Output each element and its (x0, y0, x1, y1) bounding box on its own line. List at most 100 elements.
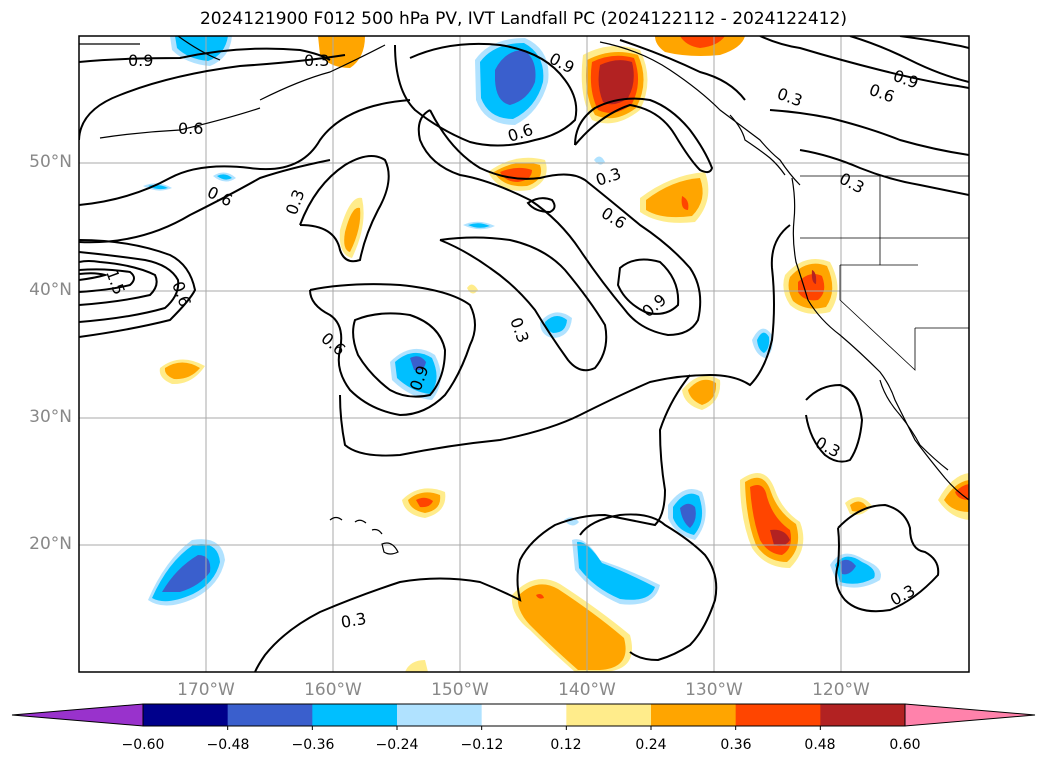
contour-label: 0.9 (128, 51, 153, 70)
negative-anomaly (162, 555, 211, 592)
pv-contour (417, 109, 702, 337)
negative-anomaly (495, 50, 536, 105)
colorbar-segment (312, 704, 398, 726)
positive-anomaly (811, 270, 817, 284)
lat-label-30n: 30°N (29, 407, 72, 427)
bc-coast (729, 114, 786, 176)
lat-label-40n: 40°N (29, 280, 72, 300)
pv-contour (79, 99, 411, 206)
negative-anomaly (468, 223, 490, 228)
pv-contour (619, 36, 969, 101)
contour-label: 0.3 (775, 84, 805, 111)
negative-anomaly (840, 559, 856, 575)
colorbar-tick: −0.24 (375, 737, 419, 753)
pv-contour (79, 272, 109, 281)
positive-anomaly (344, 207, 361, 252)
positive-anomaly (598, 60, 634, 105)
pv-contour (769, 109, 969, 156)
positive-anomaly (164, 362, 200, 380)
colorbar-segment (735, 704, 821, 726)
map-title: 2024121900 F012 500 hPa PV, IVT Landfall… (199, 9, 847, 29)
colorbar-segment (481, 704, 567, 726)
colorbar-tick: −0.48 (206, 737, 250, 753)
negative-anomaly (217, 174, 232, 180)
colorbar-segment (143, 704, 229, 726)
lon-label-140w: 140°W (558, 680, 616, 700)
lon-label-120w: 120°W (812, 680, 870, 700)
negative-anomaly (175, 36, 228, 61)
colorbar-tick: 0.24 (635, 737, 667, 753)
colorbar-segment (651, 704, 737, 726)
map-frame (78, 35, 970, 673)
pv-contour (79, 239, 197, 338)
negative-anomaly (545, 315, 567, 333)
lat-label-20n: 20°N (29, 534, 72, 554)
contour-label: 0.6 (598, 203, 630, 233)
pv-contour (899, 36, 969, 49)
colorbar-tick: −0.12 (460, 737, 504, 753)
pv-contours (79, 36, 969, 672)
pv-contour (439, 236, 608, 372)
positive-anomaly (770, 529, 790, 546)
graticule (79, 36, 969, 672)
colorbar (11, 703, 1036, 730)
lat-label-50n: 50°N (29, 152, 72, 172)
colorbar-segment (820, 704, 906, 726)
positive-anomaly (688, 379, 717, 405)
political-borders (800, 175, 969, 371)
negative-anomaly (395, 352, 437, 394)
contour-label: 0.3 (812, 433, 843, 462)
colorbar-extend-max (904, 703, 1036, 727)
colorbar-segment (566, 704, 652, 726)
pv-contour (574, 97, 714, 174)
positive-anomaly (955, 484, 969, 500)
pv-contour (339, 224, 791, 457)
contour-label: 0.6 (178, 119, 203, 138)
pv-contour (79, 260, 158, 306)
pv-contour (79, 268, 135, 293)
alaska-coast (79, 36, 386, 139)
pv-contour (299, 155, 390, 263)
pv-contour (79, 47, 331, 63)
pv-contour (79, 159, 331, 244)
contour-label: 0.9 (546, 49, 577, 78)
lon-label-130w: 130°W (685, 680, 743, 700)
colorbar-tick: 0.48 (804, 737, 836, 753)
pv-contour (805, 383, 864, 463)
positive-anomaly (536, 594, 544, 599)
pv-contour (849, 36, 969, 83)
pv-contour (309, 283, 476, 417)
pv-contour (79, 251, 180, 323)
pv-contour (616, 258, 680, 315)
colorbar-tick: 0.12 (550, 737, 582, 753)
contour-label: 0.3 (506, 315, 533, 345)
contour-label: 0.3 (593, 164, 623, 190)
pv-contour (254, 374, 691, 672)
contour-label: 0.3 (339, 609, 367, 632)
shading-layer (143, 36, 969, 672)
contour-label: 0.6 (317, 329, 349, 360)
negative-anomaly (577, 541, 655, 600)
pv-contour (352, 312, 447, 398)
negative-anomaly (410, 356, 426, 371)
pv-contour (835, 503, 940, 613)
colorbar-frame (142, 703, 906, 727)
contour-label: 0.3 (304, 51, 329, 70)
contour-label: 0.9 (638, 290, 670, 321)
positive-anomaly (517, 584, 626, 670)
positive-anomaly (681, 196, 689, 210)
contour-label: 0.6 (168, 279, 195, 309)
lon-label-170w: 170°W (177, 680, 235, 700)
lon-label-150w: 150°W (431, 680, 489, 700)
contour-label: 0.3 (887, 581, 918, 610)
colorbar-segment (397, 704, 483, 726)
colorbar-tick: 0.60 (889, 737, 921, 753)
pv-contour (394, 42, 578, 147)
colorbar-segment (227, 704, 313, 726)
lon-label-160w: 160°W (304, 680, 362, 700)
colorbar-tick: −0.60 (121, 737, 165, 753)
positive-anomaly (416, 497, 433, 508)
hawaii-islands (329, 516, 399, 555)
positive-anomaly (646, 178, 703, 218)
